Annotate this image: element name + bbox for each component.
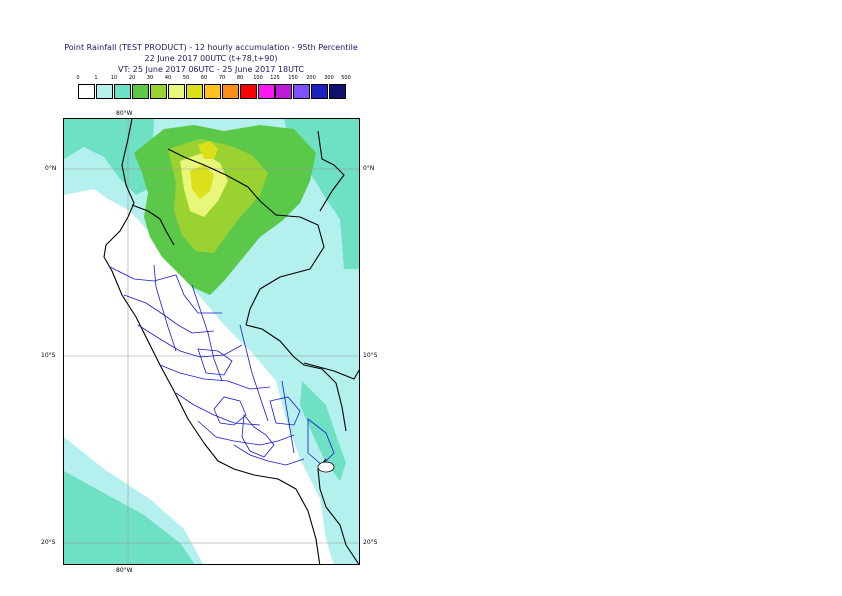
- legend-label: 1: [94, 75, 98, 81]
- legend-label: 20: [128, 75, 136, 81]
- rainfall-area-teal: [64, 471, 195, 564]
- admin-boundary: [197, 348, 233, 376]
- lon-label-top: 80°W: [116, 110, 133, 117]
- legend-label: 10: [110, 75, 118, 81]
- lat-label-right: 20°S: [363, 539, 378, 546]
- legend-label: 50: [182, 75, 190, 81]
- legend-label: 80: [236, 75, 244, 81]
- admin-boundary: [191, 284, 223, 382]
- rainfall-area-teal: [64, 119, 154, 195]
- run-time: 22 June 2017 00UTC (t+78,t+90): [144, 54, 278, 63]
- legend-label: 300: [324, 75, 334, 81]
- lake-titicaca: [317, 461, 335, 473]
- legend-label: 40: [164, 75, 172, 81]
- legend-swatch: [114, 84, 131, 99]
- admin-boundary: [123, 294, 215, 334]
- lat-label-right: 10°S: [363, 352, 378, 359]
- legend-swatch: [186, 84, 203, 99]
- legend-swatch: [275, 84, 292, 99]
- admin-boundary: [213, 396, 247, 426]
- admin-boundary: [269, 396, 301, 426]
- legend-swatch: [222, 84, 239, 99]
- rainfall-area-yellow: [190, 165, 214, 199]
- legend-swatch: [204, 84, 221, 99]
- admin-boundary: [233, 444, 305, 466]
- admin-borders: [109, 264, 335, 466]
- admin-boundary: [159, 364, 271, 390]
- legend-label: 500: [341, 75, 351, 81]
- legend-swatch: [78, 84, 95, 99]
- border-ecuador-peru: [131, 204, 175, 246]
- admin-boundary: [197, 420, 295, 446]
- admin-boundary: [241, 414, 275, 458]
- border-bolivia: [303, 362, 359, 380]
- legend-swatch: [293, 84, 310, 99]
- rainfall-area-light: [64, 119, 359, 564]
- legend-label: 200: [306, 75, 316, 81]
- rainfall-map: [63, 118, 360, 565]
- legend-label: 150: [288, 75, 298, 81]
- country-borders: [103, 119, 359, 564]
- legend-label: 125: [270, 75, 280, 81]
- legend-swatch: [240, 84, 257, 99]
- valid-time: VT: 25 June 2017 06UTC - 25 June 2017 18…: [118, 65, 304, 74]
- legend-swatch: [311, 84, 328, 99]
- legend-swatch: [150, 84, 167, 99]
- border-brazil-venezuela: [317, 130, 345, 212]
- admin-boundary: [109, 266, 222, 314]
- border-peru-bolivia: [317, 458, 359, 564]
- legend-swatch: [329, 84, 346, 99]
- admin-boundary: [307, 418, 335, 466]
- map-title: Point Rainfall (TEST PRODUCT) - 12 hourl…: [64, 43, 358, 52]
- legend-swatch: [258, 84, 275, 99]
- lon-label-bottom: 80°W: [116, 567, 133, 574]
- border-colombia-ecuador: [167, 148, 325, 326]
- legend-label: 0: [76, 75, 80, 81]
- admin-boundary: [175, 392, 261, 426]
- legend-swatch: [132, 84, 149, 99]
- legend-label: 60: [200, 75, 208, 81]
- admin-boundary: [153, 264, 177, 352]
- legend-label: 100: [253, 75, 263, 81]
- border-peru-brazil: [245, 324, 347, 432]
- legend-swatch: [96, 84, 113, 99]
- coastline: [103, 119, 321, 564]
- lat-label-left: 0°N: [45, 165, 57, 172]
- lat-label-left: 10°S: [41, 352, 56, 359]
- lat-label-right: 0°N: [363, 165, 375, 172]
- admin-boundary: [239, 324, 269, 422]
- map-canvas: [64, 119, 359, 564]
- admin-boundary: [281, 380, 295, 454]
- admin-boundary: [137, 324, 243, 358]
- legend-swatch: [168, 84, 185, 99]
- rainfall-area-yellow: [198, 141, 218, 159]
- lat-label-left: 20°S: [41, 539, 56, 546]
- legend-label: 30: [146, 75, 154, 81]
- legend-label: 70: [218, 75, 226, 81]
